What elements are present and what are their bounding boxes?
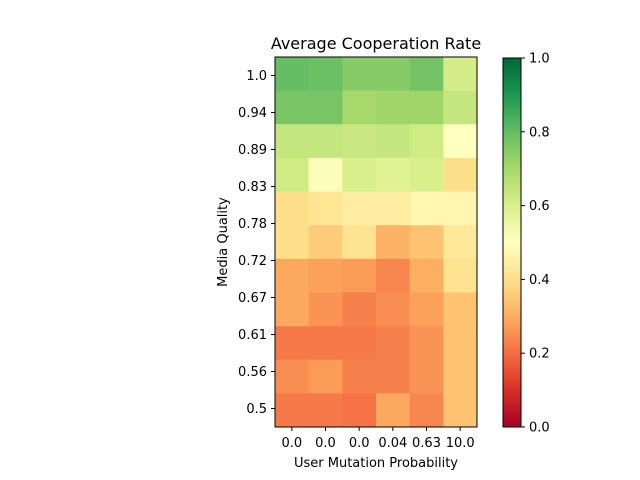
heatmap-cell — [376, 393, 410, 428]
heatmap-cell — [443, 292, 478, 327]
heatmap-cell — [275, 57, 309, 91]
heatmap-cell — [409, 359, 444, 394]
heatmap-cell — [308, 326, 343, 361]
colorbar-tick-label: 0.6 — [529, 199, 550, 214]
heatmap-cell — [275, 292, 309, 327]
heatmap-cell — [409, 157, 444, 192]
y-tick-label: 0.78 — [238, 217, 267, 232]
heatmap-cell — [409, 124, 444, 159]
heatmap-cell — [409, 326, 444, 361]
heatmap-cell — [409, 225, 444, 260]
heatmap-cell — [308, 359, 343, 394]
heatmap-cell — [308, 258, 343, 293]
heatmap-cell — [376, 258, 410, 293]
heatmap-cell — [443, 124, 478, 159]
y-tick-label: 0.94 — [238, 106, 267, 121]
colorbar-tick-label: 0.8 — [529, 125, 550, 140]
heatmap-cell — [342, 90, 377, 125]
colorbar-tick-label: 1.0 — [529, 52, 550, 67]
heatmap-cell — [275, 359, 309, 394]
x-tick-label: 0.63 — [412, 436, 441, 451]
y-tick-label: 0.83 — [238, 180, 267, 195]
colorbar-tick-label: 0.0 — [529, 421, 550, 436]
heatmap-cell — [443, 359, 478, 394]
y-axis-label: Media Quality — [216, 197, 231, 287]
heatmap-cell — [409, 191, 444, 226]
heatmap-cell — [275, 157, 309, 192]
heatmap-cell — [342, 258, 377, 293]
heatmap-cell — [376, 90, 410, 125]
heatmap-cell — [308, 225, 343, 260]
heatmap-cell — [443, 57, 478, 91]
heatmap-cell — [342, 157, 377, 192]
heatmap-cell — [275, 225, 309, 260]
heatmap-cell — [308, 191, 343, 226]
heatmap-cell — [275, 393, 309, 428]
heatmap-cell — [342, 393, 377, 428]
heatmap-cell — [376, 57, 410, 91]
heatmap-cell — [376, 326, 410, 361]
colorbar — [502, 57, 522, 428]
heatmap-cell — [443, 191, 478, 226]
heatmap-cell — [308, 292, 343, 327]
heatmap-cell — [275, 191, 309, 226]
x-tick-label: 0.04 — [378, 436, 407, 451]
colorbar-tick-label: 0.4 — [529, 273, 550, 288]
heatmap-cell — [275, 124, 309, 159]
x-tick-label: 10.0 — [446, 436, 475, 451]
heatmap-cell — [376, 157, 410, 192]
plot-frame — [274, 56, 478, 428]
chart-title: Average Cooperation Rate — [271, 34, 481, 53]
heatmap-cell — [409, 292, 444, 327]
heatmap-cell — [409, 258, 444, 293]
x-tick-label: 0.0 — [349, 436, 370, 451]
heatmap-cell — [376, 225, 410, 260]
heatmap-cell — [308, 57, 343, 91]
heatmap-cell — [308, 157, 343, 192]
x-axis-ticks: 0.0 0.0 0.0 0.04 0.63 10.0 — [281, 427, 475, 451]
heatmap-cell — [443, 90, 478, 125]
x-tick-label: 0.0 — [315, 436, 336, 451]
heatmap-cell — [409, 393, 444, 428]
heatmap-cell — [342, 359, 377, 394]
heatmap-cell — [443, 225, 478, 260]
heatmap-cell — [376, 124, 410, 159]
heatmap-cell — [443, 326, 478, 361]
y-tick-label: 1.0 — [246, 69, 267, 84]
y-tick-label: 0.67 — [238, 291, 267, 306]
heatmap-cell — [308, 124, 343, 159]
heatmap-cell — [275, 90, 309, 125]
heatmap-cell — [275, 258, 309, 293]
heatmap-cell — [308, 393, 343, 428]
heatmap-cell — [308, 90, 343, 125]
heatmap-cells — [275, 57, 478, 428]
y-tick-label: 0.61 — [238, 328, 267, 343]
heatmap-cell — [409, 90, 444, 125]
heatmap-cell — [342, 292, 377, 327]
heatmap-cell — [443, 393, 478, 428]
x-axis-label: User Mutation Probability — [294, 456, 458, 471]
y-tick-label: 0.72 — [238, 254, 267, 269]
y-tick-label: 0.5 — [246, 402, 267, 417]
heatmap-cell — [275, 326, 309, 361]
heatmap-cell — [376, 292, 410, 327]
heatmap-cell — [342, 124, 377, 159]
heatmap-cell — [409, 57, 444, 91]
y-axis-ticks: 1.0 0.94 0.89 0.83 0.78 0.72 0.67 0.61 0.56 0.5 — [238, 69, 275, 417]
y-tick-label: 0.89 — [238, 143, 267, 158]
colorbar-tick-label: 0.2 — [529, 347, 550, 362]
y-tick-label: 0.56 — [238, 365, 267, 380]
heatmap-cell — [376, 191, 410, 226]
heatmap-cell — [443, 258, 478, 293]
heatmap-cell — [342, 57, 377, 91]
heatmap-cell — [342, 326, 377, 361]
x-tick-label: 0.0 — [281, 436, 302, 451]
heatmap-cell — [376, 359, 410, 394]
heatmap-cell — [342, 225, 377, 260]
colorbar-ticks: 0.0 0.2 0.4 0.6 0.8 1.0 — [521, 52, 550, 436]
heatmap-cell — [443, 157, 478, 192]
heatmap-cell — [342, 191, 377, 226]
